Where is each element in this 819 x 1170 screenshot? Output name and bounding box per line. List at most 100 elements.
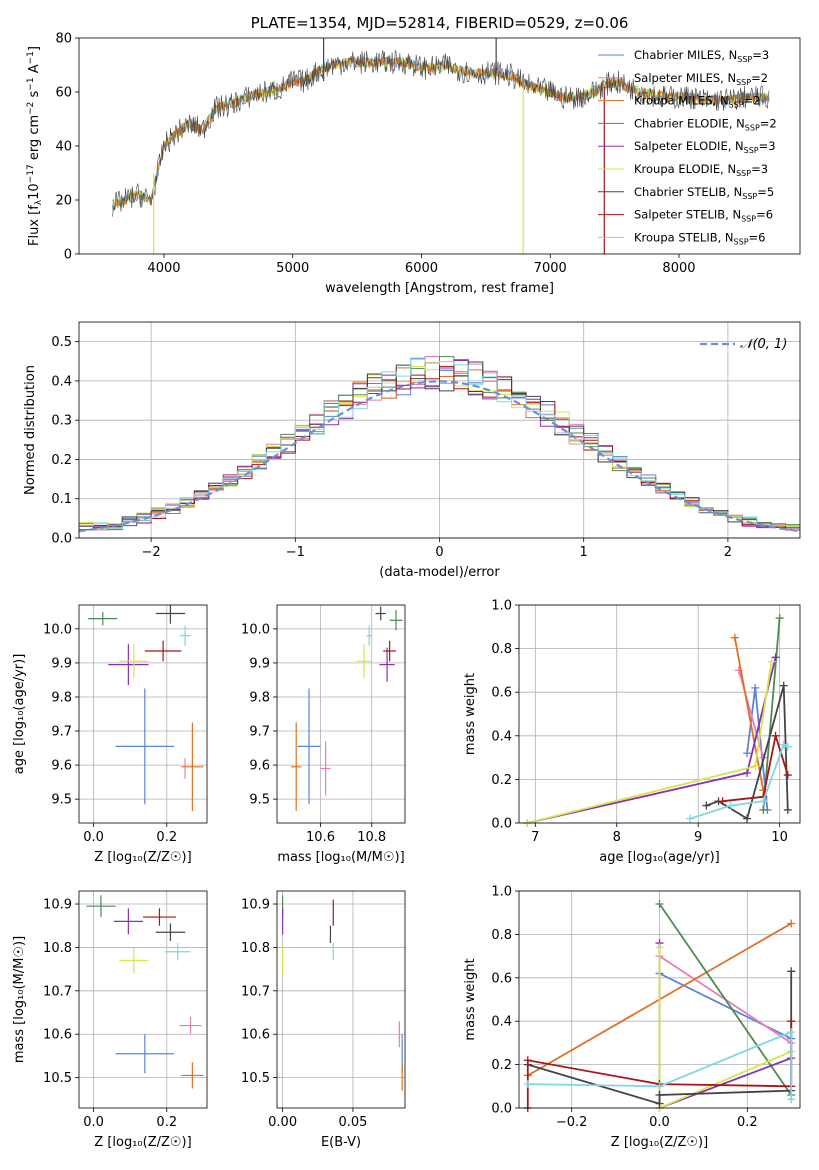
x-tick-label: 0.05 <box>338 1115 367 1130</box>
x-tick-label: 5000 <box>276 261 309 276</box>
series-marker <box>771 731 780 740</box>
series-marker <box>686 814 695 823</box>
axes-frame <box>78 890 208 1109</box>
y-tick-label: 0.8 <box>491 928 512 943</box>
legend-sub: SSP <box>742 192 757 201</box>
y-tick-label: 10.5 <box>241 1071 270 1086</box>
legend-text: Chabrier ELODIE, N <box>634 116 745 130</box>
axes-frame <box>78 37 801 255</box>
series-marker <box>523 1080 532 1089</box>
y-tick-label: 10.5 <box>43 1071 72 1086</box>
x-tick-label: 0.2 <box>737 1115 758 1130</box>
x-axis-label: Z [log₁₀(Z/Z☉)] <box>94 1135 191 1150</box>
y-tick-label: 1.0 <box>491 599 512 614</box>
y-tick-label: 0.6 <box>491 971 512 986</box>
legend-text: Salpeter STELIB, N <box>634 208 741 222</box>
y-tick-label: 40 <box>55 140 72 155</box>
y-tick-label: 10.9 <box>241 898 270 913</box>
y-tick-label: 0.6 <box>491 686 512 701</box>
y-tick-label: 0 <box>64 248 72 263</box>
y-tick-label: 9.7 <box>249 725 270 740</box>
series-marker <box>743 749 752 758</box>
x-axis-label: mass [log₁₀(M/M☉)] <box>277 850 404 865</box>
y-tick-label: 9.9 <box>249 656 270 671</box>
y-tick-label: 9.7 <box>51 725 72 740</box>
normal-curve <box>79 380 800 533</box>
series-marker <box>743 814 752 823</box>
legend-sub: SSP <box>736 169 751 178</box>
y-axis-label-part: Flux [f <box>27 205 42 246</box>
age_vs_mass-axes: 10.6 10.8 9.5 9.6 9.7 9.8 9.9 10.0 <box>241 605 405 845</box>
x-tick-label: 7000 <box>534 261 567 276</box>
x-tick-label: −1 <box>286 545 305 560</box>
y-axis-label-part: −1 <box>26 51 36 64</box>
y-tick-label: 0.3 <box>51 414 72 429</box>
legend-tail: =2 <box>751 71 768 85</box>
legend-tail: =6 <box>756 208 773 222</box>
series-marker <box>787 1095 796 1104</box>
legend-tail: =2 <box>760 116 777 130</box>
axes-frame <box>276 604 406 824</box>
legend-text: Kroupa MILES, N <box>634 94 729 108</box>
y-tick-label: 0.2 <box>491 773 512 788</box>
series-marker <box>751 683 760 692</box>
x-tick-label: 8000 <box>662 261 695 276</box>
series-marker <box>759 805 768 814</box>
legend-sub: SSP <box>745 123 760 132</box>
x-axis-label: (data-model)/error <box>379 565 500 580</box>
legend-entry: Kroupa STELIB, NSSP=6 <box>634 230 765 246</box>
x-tick-label: 0.0 <box>83 830 104 845</box>
y-tick-label: 9.8 <box>51 690 72 705</box>
x-axis-label: Z [log₁₀(Z/Z☉)] <box>94 850 191 865</box>
y-tick-label: 0.2 <box>491 1058 512 1073</box>
y-tick-label: 0.1 <box>51 492 72 507</box>
series-line <box>658 943 792 1108</box>
x-tick-label: 6000 <box>405 261 438 276</box>
y-axis-label: mass weight <box>463 673 478 755</box>
legend-tail: =3 <box>751 162 768 176</box>
series-line <box>733 637 765 791</box>
legend-sub: SSP <box>734 237 749 246</box>
x-tick-label: 9 <box>694 830 702 845</box>
histogram-series <box>79 358 800 538</box>
legend-entry: Chabrier STELIB, NSSP=5 <box>634 185 774 201</box>
y-axis-label-part: A <box>27 64 42 77</box>
y-tick-label: 9.6 <box>249 759 270 774</box>
x-tick-label: 4000 <box>147 261 180 276</box>
legend-sub: SSP <box>741 215 756 224</box>
y-tick-label: 10.6 <box>43 1028 72 1043</box>
series-marker <box>523 1056 532 1065</box>
legend-tail: =5 <box>757 185 774 199</box>
y-tick-label: 10.7 <box>43 984 72 999</box>
y-tick-label: 0.0 <box>491 1102 512 1117</box>
x-axis-label: Z [log₁₀(Z/Z☉)] <box>611 1135 708 1150</box>
x-axis-label: E(B-V) <box>321 1135 361 1150</box>
series-marker <box>759 797 768 806</box>
y-tick-label: 9.5 <box>51 793 72 808</box>
series-line <box>658 903 792 1096</box>
legend-entry: Salpeter MILES, NSSP=2 <box>634 71 768 87</box>
y-tick-label: 0.4 <box>491 1015 512 1030</box>
x-tick-label: 8 <box>613 830 621 845</box>
y-tick-label: 0.4 <box>491 729 512 744</box>
series-marker <box>655 900 664 909</box>
y-tick-label: 0.4 <box>51 374 72 389</box>
axes-frame <box>276 890 406 1109</box>
y-tick-label: 60 <box>55 86 72 101</box>
y-tick-label: 0.2 <box>51 453 72 468</box>
y-tick-label: 20 <box>55 194 72 209</box>
legend-text: Kroupa ELODIE, N <box>634 162 736 176</box>
series-marker <box>783 771 792 780</box>
y-tick-label: 10.8 <box>241 941 270 956</box>
x-tick-label: 0 <box>435 545 443 560</box>
x-tick-label: 10 <box>771 830 788 845</box>
chart-title: PLATE=1354, MJD=52814, FIBERID=0529, z=0… <box>251 14 629 32</box>
series-marker <box>775 614 784 623</box>
x-tick-label: 0.0 <box>83 1115 104 1130</box>
legend-text: Salpeter MILES, N <box>634 71 736 85</box>
series-marker <box>787 1017 796 1026</box>
legend-sub: SSP <box>729 101 744 110</box>
series-line <box>762 618 781 810</box>
legend-sub: SSP <box>736 78 751 87</box>
